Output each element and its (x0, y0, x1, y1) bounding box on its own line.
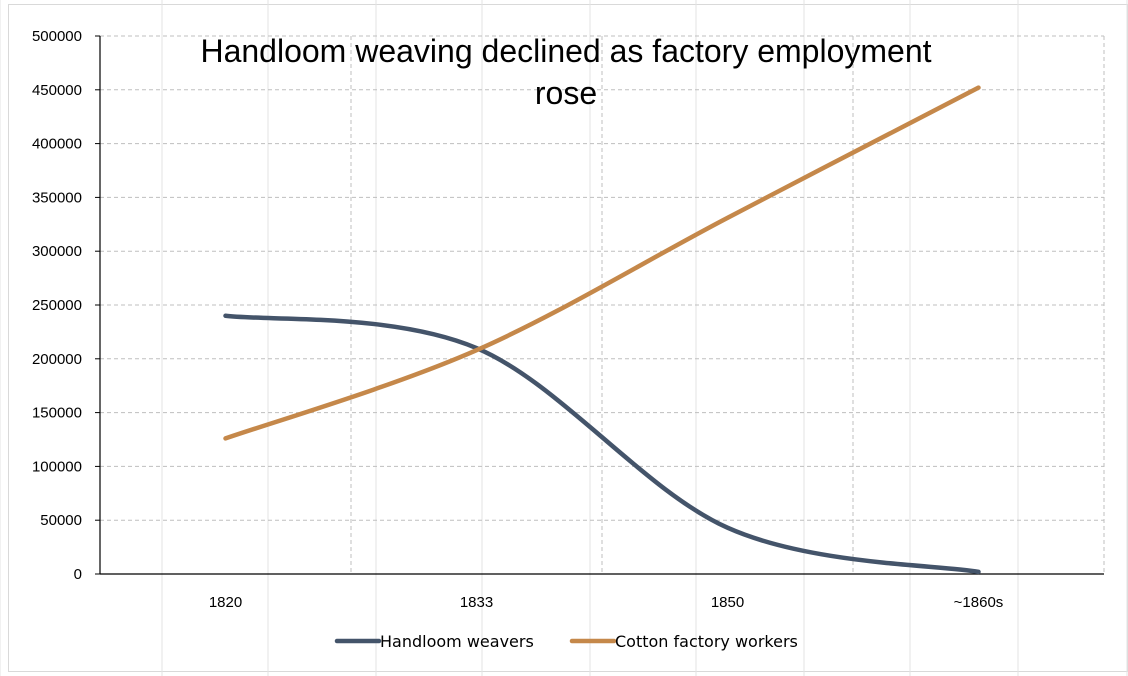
chart-title-line-2: rose (535, 75, 597, 111)
y-tick-label: 300000 (32, 243, 82, 260)
x-tick-label: ~1860s (954, 594, 1004, 611)
y-tick-label: 250000 (32, 297, 82, 314)
legend-label-cotton-factory-workers: Cotton factory workers (615, 632, 798, 651)
axes: 0 50000 100000 150000 200000 250000 300000 3500… (32, 28, 1104, 611)
x-tick-label: 1833 (460, 594, 493, 611)
y-tick-label: 50000 (40, 512, 82, 529)
y-tick-label: 500000 (32, 28, 82, 45)
y-tick-label: 0 (74, 566, 82, 583)
chart-title: Handloom weaving declined as factory emp… (200, 33, 931, 111)
y-tick-label: 400000 (32, 136, 82, 153)
series-line-handloom-weavers[interactable] (223, 313, 981, 575)
y-tick-label: 350000 (32, 189, 82, 206)
y-tick-label: 150000 (32, 405, 82, 422)
legend: Handloom weavers Cotton factory workers (334, 632, 798, 651)
y-tick-label: 450000 (32, 82, 82, 99)
y-tick-label: 200000 (32, 351, 82, 368)
chart-gridlines (100, 35, 1105, 574)
chart-title-line-1: Handloom weaving declined as factory emp… (200, 33, 931, 69)
legend-label-handloom-weavers: Handloom weavers (380, 632, 534, 651)
x-tick-label: 1850 (711, 594, 744, 611)
x-tick-label: 1820 (209, 594, 242, 611)
chart-frame[interactable] (8, 4, 1128, 672)
series-line-cotton-factory-workers[interactable] (223, 85, 981, 441)
y-tick-label: 100000 (32, 458, 82, 475)
series-lines (223, 85, 981, 575)
